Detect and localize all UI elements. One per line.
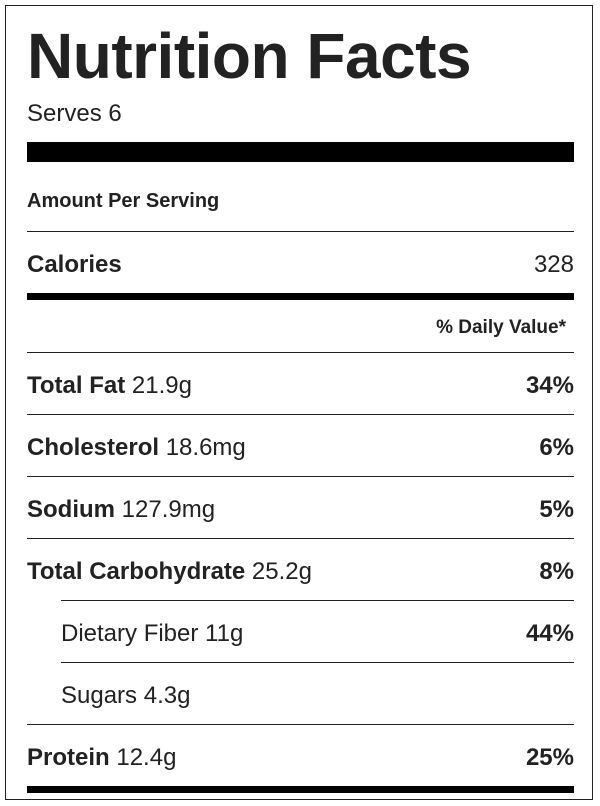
nutrient-amount: 11g <box>205 620 244 647</box>
divider <box>61 662 574 663</box>
nutrient-row-sodium: Sodium 127.9mg 5% <box>27 496 574 524</box>
nutrient-amount: 127.9mg <box>121 496 216 523</box>
nutrient-name: Total Carbohydrate <box>27 558 246 585</box>
nutrient-row-sugars: Sugars 4.3g <box>61 682 574 710</box>
nutrient-label: Dietary Fiber 11g <box>61 622 243 646</box>
thick-divider-bottom <box>27 786 574 793</box>
nutrient-label: Protein 12.4g <box>27 746 176 770</box>
daily-value-header: % Daily Value* <box>436 317 566 338</box>
nutrient-label: Cholesterol 18.6mg <box>27 436 246 460</box>
divider <box>61 600 574 601</box>
nutrient-amount: 25.2g <box>251 558 312 585</box>
divider <box>27 538 574 539</box>
nutrient-amount: 4.3g <box>143 682 191 709</box>
nutrient-row-total-fat: Total Fat 21.9g 34% <box>27 372 574 400</box>
daily-value-percent: 25% <box>525 744 574 771</box>
daily-value-percent: 5% <box>539 496 574 523</box>
calories-value: 328 <box>533 251 574 278</box>
nutrition-label: Nutrition Facts Serves 6 Amount Per Serv… <box>5 5 593 800</box>
thick-divider-top <box>27 142 574 162</box>
nutrient-label: Total Fat 21.9g <box>27 374 192 398</box>
divider <box>27 414 574 415</box>
divider <box>27 476 574 477</box>
nutrient-row-total-carbohydrate: Total Carbohydrate 25.2g 8% <box>27 558 574 586</box>
divider <box>27 231 574 232</box>
daily-value-percent: 44% <box>525 620 574 647</box>
daily-value-percent: 34% <box>525 372 574 399</box>
thick-divider-calories <box>27 293 574 300</box>
divider <box>27 352 574 353</box>
nutrient-name: Sugars <box>61 682 138 709</box>
nutrient-row-dietary-fiber: Dietary Fiber 11g 44% <box>61 620 574 648</box>
nutrient-label: Total Carbohydrate 25.2g <box>27 560 312 584</box>
servings-text: Serves 6 <box>27 100 122 127</box>
divider <box>27 724 574 725</box>
daily-value-percent: 6% <box>539 434 574 461</box>
nutrient-name: Sodium <box>27 496 115 523</box>
nutrient-label: Sodium 127.9mg <box>27 498 215 522</box>
nutrient-label: Sugars 4.3g <box>61 684 190 708</box>
nutrient-name: Protein <box>27 744 110 771</box>
label-title: Nutrition Facts <box>27 20 472 92</box>
nutrient-name: Dietary Fiber <box>61 620 199 647</box>
nutrient-row-protein: Protein 12.4g 25% <box>27 744 574 772</box>
nutrient-name: Total Fat <box>27 372 126 399</box>
calories-label: Calories <box>27 251 122 278</box>
daily-value-percent: 8% <box>539 558 574 585</box>
amount-per-serving: Amount Per Serving <box>27 190 220 212</box>
nutrient-row-cholesterol: Cholesterol 18.6mg 6% <box>27 434 574 462</box>
nutrient-amount: 21.9g <box>131 372 192 399</box>
nutrient-amount: 18.6mg <box>165 434 246 461</box>
nutrient-name: Cholesterol <box>27 434 160 461</box>
nutrient-amount: 12.4g <box>116 744 177 771</box>
calories-row: Calories 328 <box>27 251 574 279</box>
